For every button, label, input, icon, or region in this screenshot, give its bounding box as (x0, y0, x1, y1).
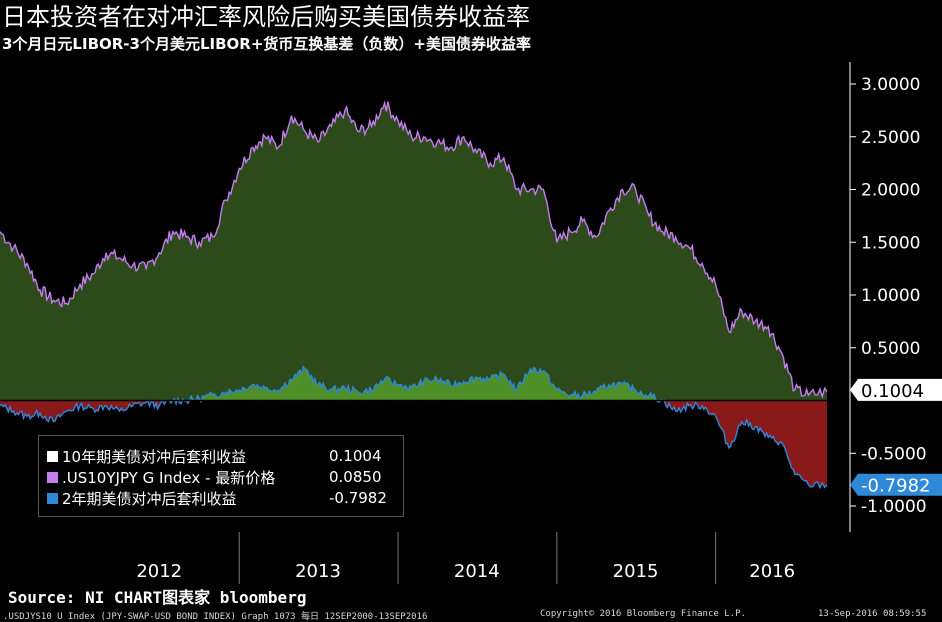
y-tick-label: 1.0000 (861, 286, 920, 306)
last-value-label-hedged2: -0.7982 (850, 473, 942, 497)
legend-label: 2年期美债对冲后套利收益 (62, 489, 237, 508)
y-tick-label: 2.5000 (861, 128, 920, 148)
legend-swatch (47, 472, 58, 483)
line-hedged2 (0, 365, 828, 490)
legend-label: .US10YJPY G Index - 最新价格 (62, 468, 276, 487)
legend-swatch (47, 493, 58, 504)
last-value-label-hedged10: 0.1004 (850, 378, 942, 402)
x-axis: 2012 2013 2014 2015 2016 (136, 532, 795, 584)
series-lines (0, 100, 828, 490)
footer-timestamp: 13-Sep-2016 08:59:55 (818, 609, 927, 619)
legend-label: 10年期美债对冲后套利收益 (62, 447, 247, 466)
footer-bar: .USDJYS10 U Index (JPY-SWAP-USD BOND IND… (0, 607, 942, 622)
area-hedged2-positive (0, 366, 827, 401)
chart-title: 日本投资者在对冲汇率风险后购买美国债券收益率 (2, 3, 530, 31)
area-hedged2-negative (0, 400, 827, 488)
legend: 10年期美债对冲后套利收益 0.1004 .US10YJPY G Index -… (38, 435, 404, 517)
last-value-labels: 0.1004 -0.7982 (850, 378, 942, 497)
x-tick-label: 2013 (295, 561, 341, 582)
x-tick-label: 2014 (454, 561, 500, 582)
footer-left: .USDJYS10 U Index (JPY-SWAP-USD BOND IND… (3, 612, 428, 622)
chart-subtitle: 3个月日元LIBOR-3个月美元LIBOR+货币互换基差（负数）+美国债券收益率 (2, 35, 531, 53)
area-us10yjpy (0, 101, 827, 401)
source-note: Source: NI CHART图表家 bloomberg (8, 588, 307, 607)
footer-copyright: Copyright© 2016 Bloomberg Finance L.P. (540, 609, 746, 619)
x-tick-label: 2016 (749, 561, 795, 582)
x-tick-label: 2015 (613, 561, 659, 582)
last-value-label-hedged2-text: -0.7982 (861, 476, 930, 497)
line-us10yjpy (0, 100, 828, 400)
last-value-label-hedged10-text: 0.1004 (861, 381, 924, 402)
legend-item: 2年期美债对冲后套利收益 -0.7982 (47, 488, 387, 508)
legend-item: .US10YJPY G Index - 最新价格 0.0850 (47, 467, 382, 487)
y-axis: 3.0000 2.5000 2.0000 1.5000 1.0000 0.5000 -0.5… (850, 75, 927, 517)
y-tick-label: 0.5000 (861, 339, 920, 359)
y-tick-label: -1.0000 (861, 497, 927, 517)
y-tick-label: 1.5000 (861, 233, 920, 253)
y-tick-label: -0.5000 (861, 444, 927, 464)
area-fills (0, 101, 827, 488)
legend-item: 10年期美债对冲后套利收益 0.1004 (47, 446, 382, 466)
xaxis-band (0, 532, 850, 584)
legend-swatch (47, 451, 58, 462)
legend-value: -0.7982 (329, 489, 387, 507)
x-tick-label: 2012 (136, 561, 182, 582)
legend-value: 0.0850 (329, 468, 382, 486)
legend-value: 0.1004 (329, 447, 382, 465)
y-tick-label: 3.0000 (861, 75, 920, 95)
y-tick-label: 2.0000 (861, 181, 920, 201)
